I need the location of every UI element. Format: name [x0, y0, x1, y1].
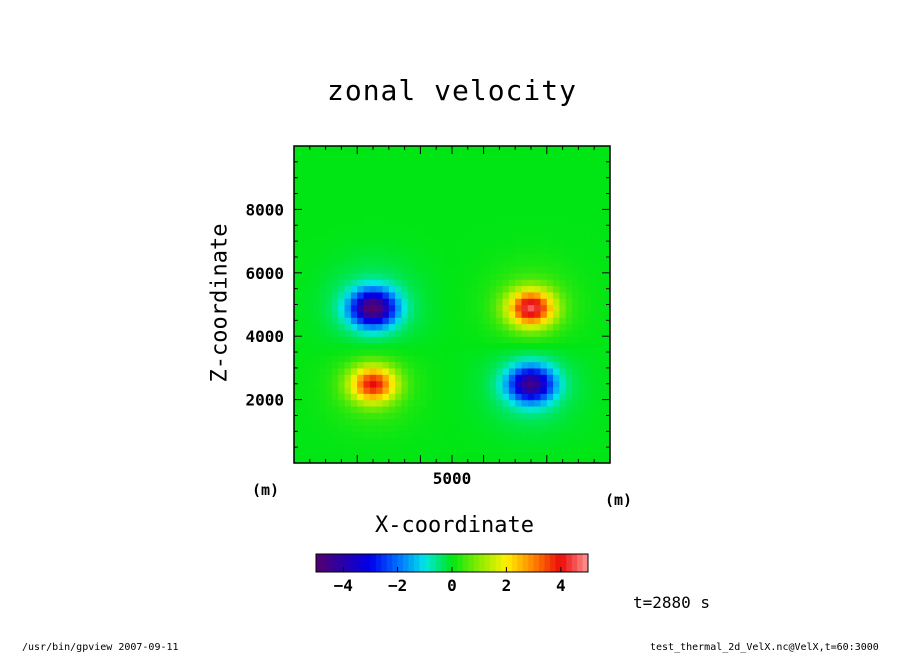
colorbar-segment [495, 554, 502, 572]
colorbar-segment [566, 554, 573, 572]
colorbar-segment [577, 554, 584, 572]
colorbar-segment [560, 554, 567, 572]
x-unit-label: (m) [252, 481, 280, 499]
colorbar-segment [430, 554, 437, 572]
colorbar-segment [381, 554, 388, 572]
y-tick-label: 2000 [245, 391, 284, 410]
colorbar-segment [452, 554, 458, 572]
y-unit-label: (m) [605, 491, 633, 509]
colorbar-segment [397, 554, 404, 572]
colorbar-segment [539, 554, 545, 572]
colorbar-segment [441, 554, 448, 572]
colorbar-segment [479, 554, 486, 572]
colorbar-tick-label: 2 [502, 576, 512, 595]
colorbar-segment [446, 554, 453, 572]
colorbar-segment [511, 554, 518, 572]
colorbar-segment [413, 554, 420, 572]
colorbar-segment [370, 554, 377, 572]
colorbar-segment [462, 554, 469, 572]
colorbar-segment [528, 554, 535, 572]
colorbar-segment [555, 554, 562, 572]
chart-title: zonal velocity [326, 74, 577, 107]
colorbar-tick-label: −2 [388, 576, 407, 595]
heatmap-field [294, 146, 610, 463]
colorbar-segment [337, 554, 344, 572]
colorbar [315, 553, 589, 573]
colorbar-segment [544, 554, 551, 572]
colorbar-segment [522, 554, 529, 572]
x-axis-label: X-coordinate [375, 513, 534, 538]
colorbar-segment [419, 554, 426, 572]
colorbar-segment [435, 554, 442, 572]
time-annotation: t=2880 s [633, 593, 711, 612]
colorbar-segment [326, 554, 333, 572]
colorbar-segment [500, 554, 507, 572]
colorbar-segment [408, 554, 415, 572]
colorbar-segment [533, 554, 540, 572]
y-axis-label: Z-coordinate [207, 223, 233, 383]
colorbar-segment [386, 554, 393, 572]
colorbar-segment [490, 554, 497, 572]
colorbar-segment [473, 554, 480, 572]
y-tick-label: 6000 [245, 264, 284, 283]
colorbar-tick-label: 0 [447, 576, 457, 595]
x-tick-label: 5000 [433, 469, 472, 488]
colorbar-segment [332, 554, 339, 572]
colorbar-segment [582, 554, 589, 572]
colorbar-tick-label: −4 [334, 576, 353, 595]
colorbar-segment [354, 554, 361, 572]
y-tick-label: 4000 [245, 327, 284, 346]
colorbar-segment [348, 554, 355, 572]
footer-program-date: /usr/bin/gpview 2007-09-11 [22, 642, 179, 653]
tick-marks [293, 145, 611, 464]
colorbar-segment [392, 554, 399, 572]
colorbar-segment [457, 554, 464, 572]
colorbar-segment [359, 554, 366, 572]
colorbar-segment [517, 554, 524, 572]
footer-source: test_thermal_2d_VelX.nc@VelX,t=60:3000 [650, 642, 879, 653]
y-tick-label: 8000 [245, 200, 284, 219]
colorbar-segment [468, 554, 475, 572]
colorbar-segment [375, 554, 382, 572]
colorbar-segment [571, 554, 578, 572]
colorbar-tick-label: 4 [556, 576, 566, 595]
colorbar-segment [364, 554, 371, 572]
colorbar-segment [549, 554, 556, 572]
colorbar-segment [321, 554, 328, 572]
colorbar-segment [484, 554, 491, 572]
colorbar-segment [343, 554, 350, 572]
colorbar-segment [424, 554, 431, 572]
colorbar-segment [316, 554, 322, 572]
colorbar-segment [506, 554, 513, 572]
colorbar-segment [403, 554, 409, 572]
